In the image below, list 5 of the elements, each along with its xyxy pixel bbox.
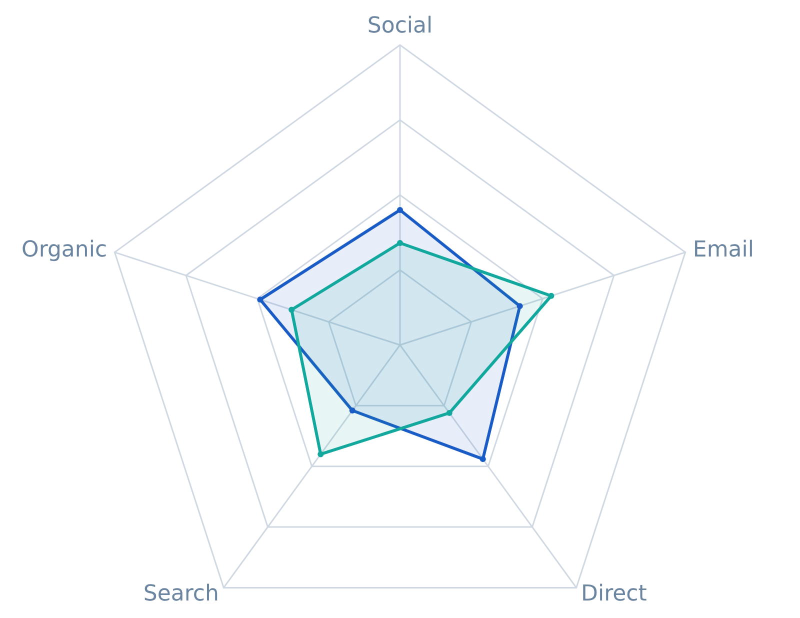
spoke-label: Search — [143, 582, 219, 607]
spoke-label: Direct — [581, 582, 648, 607]
spoke-label: Organic — [21, 237, 108, 262]
spoke-label: Social — [367, 14, 433, 38]
spoke-label: Email — [692, 237, 754, 262]
